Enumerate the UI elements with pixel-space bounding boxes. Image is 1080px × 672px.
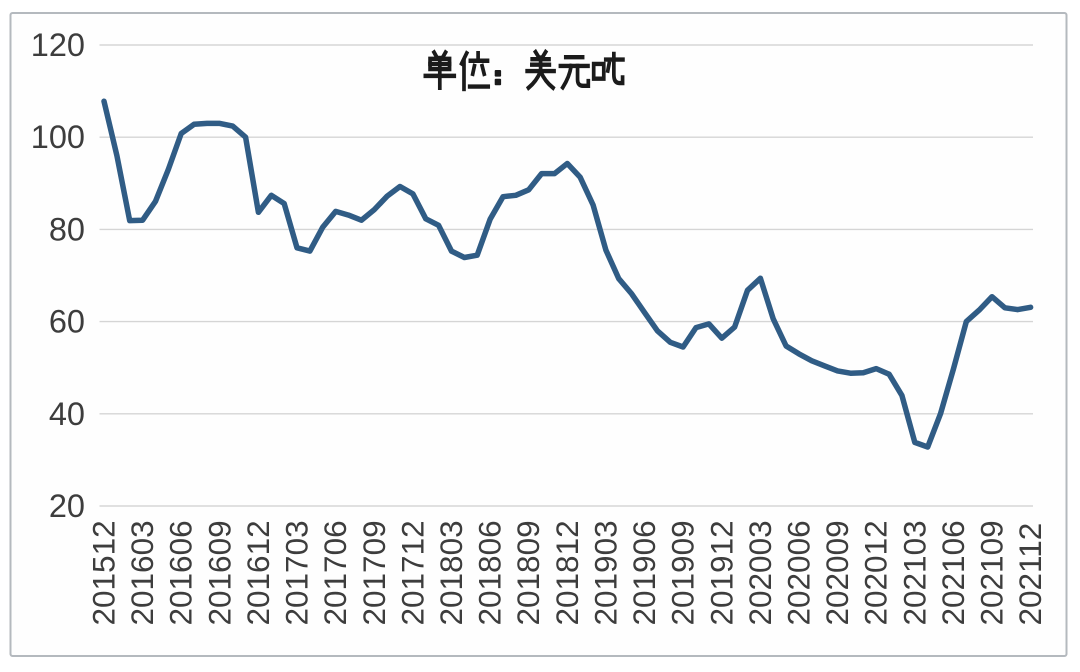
svg-text:202103: 202103 [896,520,932,625]
svg-text:201912: 201912 [703,520,739,625]
svg-text:201606: 201606 [163,520,199,625]
svg-text:201903: 201903 [587,520,623,625]
svg-text:120: 120 [31,27,85,63]
svg-text:100: 100 [31,119,85,155]
svg-text:201609: 201609 [201,520,237,625]
svg-text:80: 80 [49,211,85,247]
svg-text:201806: 201806 [472,520,508,625]
svg-text:202003: 202003 [742,520,778,625]
svg-text:202106: 202106 [935,520,971,625]
svg-text:201809: 201809 [510,520,546,625]
svg-text:201906: 201906 [626,520,662,625]
svg-text:202012: 202012 [858,520,894,625]
svg-text:201703: 201703 [279,520,315,625]
svg-text:201909: 201909 [665,520,701,625]
svg-text:201512: 201512 [86,520,122,625]
svg-text:202009: 202009 [819,520,855,625]
svg-text:201706: 201706 [317,520,353,625]
svg-text:201612: 201612 [240,520,276,625]
svg-text:202109: 202109 [974,520,1010,625]
svg-text:201603: 201603 [124,520,160,625]
svg-text:60: 60 [49,304,85,340]
svg-text:201812: 201812 [549,520,585,625]
svg-text:201803: 201803 [433,520,469,625]
svg-text:201712: 201712 [394,520,430,625]
svg-text:202112: 202112 [1012,523,1048,626]
svg-text:40: 40 [49,396,85,432]
svg-text:20: 20 [49,488,85,524]
svg-text:202006: 202006 [781,520,817,625]
svg-text:201709: 201709 [356,520,392,625]
